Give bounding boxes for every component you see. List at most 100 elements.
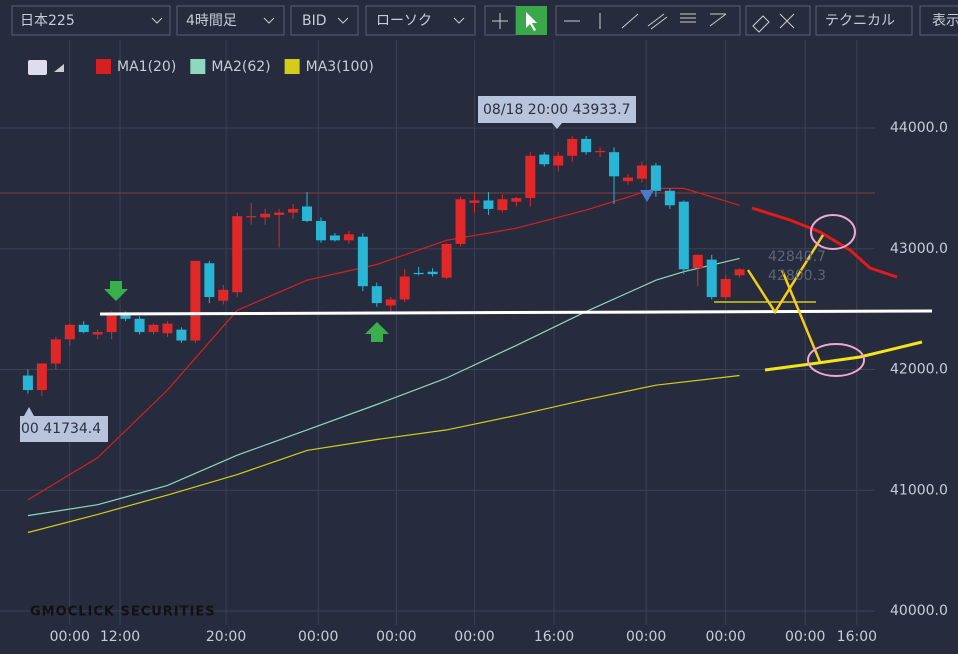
candle-body <box>595 150 606 153</box>
candle-body <box>288 208 299 213</box>
x-tick-label: 20:00 <box>206 629 246 645</box>
x-tick-label: 16:00 <box>534 629 574 645</box>
candle-body <box>441 243 452 278</box>
timeframe: 4時間足 <box>186 13 237 29</box>
candle-body <box>22 375 33 391</box>
candle-body <box>539 154 550 165</box>
price-type-select[interactable] <box>290 5 359 36</box>
ma-line <box>27 374 740 534</box>
y-tick-label: 41000.0 <box>890 482 948 498</box>
candle-body <box>553 155 564 166</box>
candle-body <box>343 234 354 241</box>
candle-body <box>385 299 396 306</box>
x-tick-label: 00:00 <box>376 629 416 645</box>
legend-swatch <box>190 59 206 74</box>
candle-body <box>399 276 410 300</box>
candle-body <box>246 216 257 218</box>
drawn-zigzag <box>746 234 825 363</box>
technical: テクニカル <box>825 13 895 29</box>
candle-body <box>678 201 689 270</box>
chart-style: ローソク <box>376 13 432 29</box>
tooltip: 08/18 20:00 43933.7 <box>483 102 631 118</box>
candle-body <box>78 324 89 333</box>
x-tick-label: 00:00 <box>454 629 494 645</box>
candle-body <box>50 339 61 364</box>
x-tick-label: 00:00 <box>50 629 90 645</box>
y-tick-label: 43000.0 <box>890 241 948 257</box>
candle-body <box>106 315 117 333</box>
support-line <box>99 309 933 316</box>
candle-body <box>162 323 173 334</box>
tool-icons <box>564 13 727 30</box>
candle-body <box>232 216 243 293</box>
x-tick-label: 16:00 <box>837 629 877 645</box>
candle-body <box>302 206 313 221</box>
drawn-line <box>764 340 923 372</box>
price-label: 42800.3 <box>768 268 826 284</box>
y-tick-label: 40000.0 <box>890 603 948 619</box>
candle-body <box>92 332 103 335</box>
legend-swatch <box>284 59 300 74</box>
x-tick-label: 00:00 <box>626 629 666 645</box>
candle-body <box>148 324 159 333</box>
candle-body <box>636 165 647 179</box>
candle-body <box>483 200 494 209</box>
candle-body <box>371 286 382 304</box>
candle-body <box>357 236 368 287</box>
tooltip-box <box>478 96 636 123</box>
up-arrow <box>365 322 389 342</box>
candle-body <box>413 272 424 275</box>
candle-body <box>134 318 145 333</box>
candle-body <box>734 269 745 276</box>
candle-body <box>469 200 480 203</box>
x-tick-label: 00:00 <box>785 629 825 645</box>
candle-body <box>190 260 201 341</box>
erase-tools[interactable] <box>745 5 811 36</box>
candle-body <box>650 165 661 191</box>
candle-body <box>455 199 466 244</box>
down-arrow <box>104 281 128 301</box>
candle-body <box>427 271 438 275</box>
candle-body <box>176 329 187 341</box>
watermark: GMOCLICK SECURITIES <box>30 605 216 620</box>
candle-body <box>720 278 731 298</box>
legend-swatch <box>96 59 111 74</box>
chevron <box>453 17 465 24</box>
grid: 40000.0 41000.0 42000.0 43000.0 44000.0 00:00… <box>0 40 948 645</box>
display: 表示 <box>932 13 958 29</box>
drawings <box>99 190 933 377</box>
legend-label: MA2(62) <box>211 59 270 75</box>
technical-button[interactable] <box>815 5 913 36</box>
symbol-select[interactable] <box>11 5 171 36</box>
chevron <box>263 17 275 24</box>
candle-body <box>664 190 675 206</box>
y-tick-label: 42000.0 <box>890 362 948 378</box>
candle-body <box>274 212 285 215</box>
crosshair-icon <box>492 13 508 29</box>
x-tick-label: 12:00 <box>100 629 140 645</box>
tooltip-box <box>20 416 108 442</box>
candle-body <box>525 155 536 199</box>
candle-body <box>581 138 592 153</box>
candle-body <box>511 198 522 202</box>
drawing-tools[interactable] <box>555 5 741 36</box>
candle-body <box>218 289 229 301</box>
tooltip-pointer <box>24 407 34 416</box>
candle-body <box>567 138 578 156</box>
candle-body <box>609 152 620 177</box>
x-tick-label: 00:00 <box>705 629 745 645</box>
legend-icon[interactable] <box>54 64 64 72</box>
marker <box>640 190 654 202</box>
price-type: BID <box>302 13 327 29</box>
drawn-line <box>751 206 898 279</box>
pointer-icon <box>526 12 537 31</box>
candle-body <box>497 199 508 211</box>
legend-icon[interactable] <box>28 60 47 75</box>
plot <box>22 135 745 534</box>
y-tick-label: 44000.0 <box>890 120 948 136</box>
display-button[interactable] <box>919 5 958 36</box>
candle-body <box>260 213 271 218</box>
x-tick-label: 00:00 <box>298 629 338 645</box>
